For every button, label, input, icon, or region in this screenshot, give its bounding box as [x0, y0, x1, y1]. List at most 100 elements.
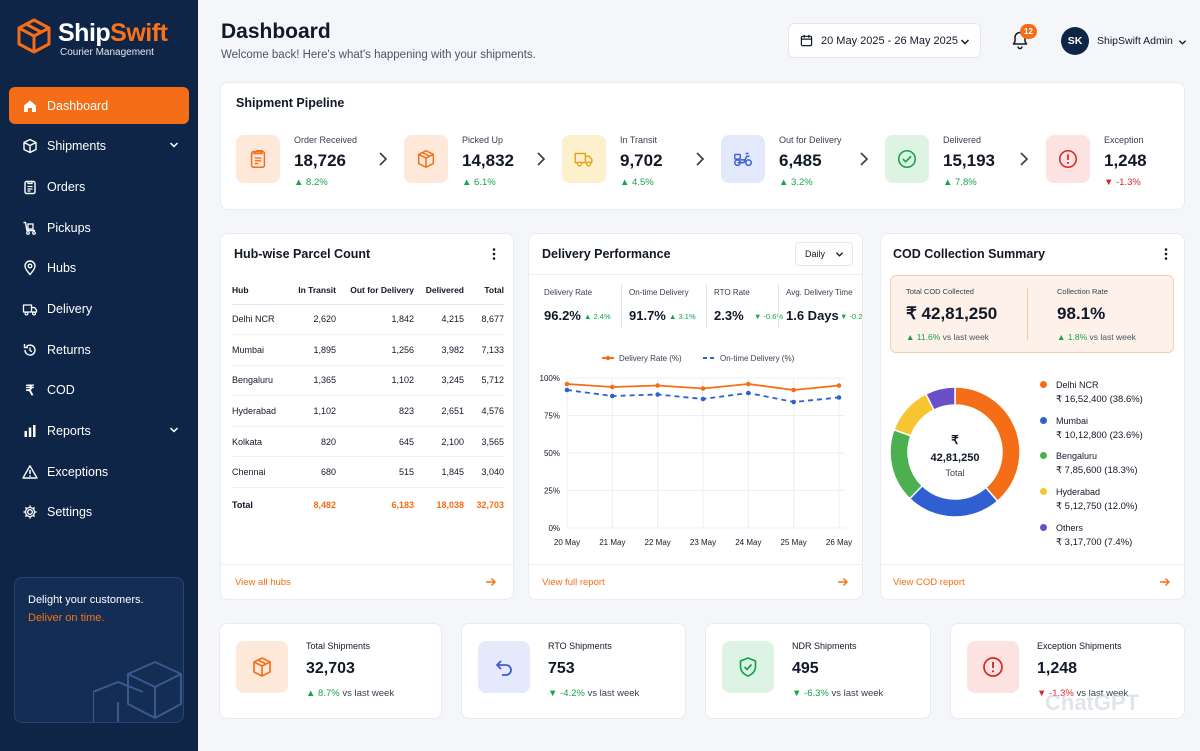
- box-icon: [21, 137, 39, 155]
- table-row[interactable]: Delhi NCR 2,620 1,842 4,215 8,677: [232, 304, 504, 336]
- table-cell: 1,365: [288, 365, 336, 397]
- pipeline-stage-change: ▲ 7.8%: [943, 177, 977, 188]
- chevron-right-icon: [537, 152, 546, 166]
- stat-icon-tile: [722, 641, 774, 693]
- stat-change-suffix: vs last week: [1076, 688, 1129, 699]
- chevron-down-icon[interactable]: [169, 425, 179, 435]
- table-cell: 680: [288, 456, 336, 489]
- pipeline-stage-value: 15,193: [943, 151, 995, 170]
- table-row[interactable]: Mumbai 1,895 1,256 3,982 7,133: [232, 334, 504, 366]
- delivery-performance-card: [528, 233, 863, 600]
- sidebar-item-label: Orders: [47, 179, 86, 194]
- gear-icon: [21, 503, 39, 521]
- column-header[interactable]: Hub: [232, 276, 288, 305]
- bar-chart-icon: [21, 422, 39, 440]
- data-point: [610, 384, 615, 390]
- brand-subtitle: Courier Management: [60, 47, 154, 58]
- stat-label: Total Shipments: [306, 641, 371, 651]
- column-header[interactable]: Total: [464, 276, 504, 305]
- sidebar-item-orders[interactable]: Orders: [9, 168, 189, 205]
- sidebar-item-reports[interactable]: Reports: [9, 413, 189, 450]
- data-point: [655, 392, 660, 397]
- table-cell: 8,677: [464, 304, 504, 336]
- donut-slice[interactable]: [954, 386, 1021, 503]
- cod-total-change: ▲ 11.6% vs last week: [906, 332, 989, 342]
- sidebar-item-label: Exceptions: [47, 464, 109, 479]
- pipeline-stage-icon: [562, 135, 606, 183]
- metric-value: 1.6 Days: [786, 308, 839, 323]
- date-range-picker[interactable]: 20 May 2025 - 26 May 2025: [788, 23, 981, 58]
- donut-slice[interactable]: [908, 484, 999, 518]
- table-row[interactable]: Hyderabad 1,102 823 2,651 4,576: [232, 395, 504, 427]
- sidebar-item-returns[interactable]: Returns: [9, 331, 189, 368]
- sidebar-item-hubs[interactable]: Hubs: [9, 250, 189, 287]
- card-divider: [881, 564, 1184, 565]
- arrow-right-icon[interactable]: [485, 577, 497, 587]
- stat-change-value: -6.3%: [804, 688, 829, 699]
- sidebar-item-cod[interactable]: ₹ COD: [9, 372, 189, 409]
- boxes-illustration-icon: [93, 661, 182, 722]
- clipboard-icon: [247, 148, 269, 170]
- brand-name: ShipSwift: [58, 18, 168, 48]
- table-row[interactable]: Kolkata 820 645 2,100 3,565: [232, 426, 504, 458]
- more-options-icon[interactable]: [488, 247, 500, 261]
- sidebar-item-pickups[interactable]: Pickups: [9, 209, 189, 246]
- cod-rate-change-suffix: vs last week: [1089, 332, 1136, 342]
- column-header[interactable]: In Transit: [288, 276, 336, 305]
- alert-circle-icon: [1057, 148, 1079, 170]
- table-cell: 645: [336, 426, 414, 458]
- box-icon: [415, 148, 437, 170]
- cod-rate-change-value: 1.8%: [1067, 332, 1088, 342]
- brand[interactable]: ShipSwift Courier Management: [16, 18, 168, 58]
- table-total-cell: Total: [232, 499, 253, 510]
- sidebar-item-dashboard[interactable]: Dashboard: [9, 87, 189, 124]
- column-header[interactable]: Out for Delivery: [336, 276, 414, 305]
- arrow-right-icon[interactable]: [837, 577, 849, 587]
- user-name[interactable]: ShipSwift Admin: [1097, 35, 1173, 47]
- table-row[interactable]: Chennai 680 515 1,845 3,040: [232, 456, 504, 489]
- period-select[interactable]: Daily: [795, 242, 853, 266]
- table-cell: 4,576: [464, 395, 504, 427]
- chevron-right-icon: [696, 152, 705, 166]
- legend-label: Delivery Rate (%): [619, 354, 682, 363]
- sidebar-item-delivery[interactable]: Delivery: [9, 290, 189, 327]
- avatar[interactable]: SK: [1061, 27, 1089, 55]
- sidebar-item-shipments[interactable]: Shipments: [9, 128, 189, 165]
- stat-label: Exception Shipments: [1037, 641, 1122, 651]
- calendar-icon: [800, 34, 813, 47]
- view-all-hubs-link[interactable]: View all hubs: [235, 577, 291, 588]
- scooter-icon: [732, 148, 754, 170]
- table-row[interactable]: Bengaluru 1,365 1,102 3,245 5,712: [232, 365, 504, 397]
- stat-change: ▲ 8.7% vs last week: [306, 688, 395, 699]
- table-cell: 820: [288, 426, 336, 458]
- table-cell: 7,133: [464, 334, 504, 366]
- data-point: [791, 387, 796, 393]
- chevron-down-icon[interactable]: [169, 140, 179, 150]
- sidebar-item-settings[interactable]: Settings: [9, 494, 189, 531]
- donut-center-value: 42,81,250: [930, 452, 980, 464]
- view-cod-report-link[interactable]: View COD report: [893, 577, 965, 588]
- table-cell: 1,102: [288, 395, 336, 427]
- donut-slice[interactable]: [889, 428, 924, 500]
- data-point: [700, 396, 706, 402]
- view-full-report-link[interactable]: View full report: [542, 577, 605, 588]
- table-cell: 1,842: [336, 304, 414, 336]
- sidebar-item-label: Returns: [47, 342, 91, 357]
- check-circle-icon: [896, 148, 918, 170]
- stat-change-suffix: vs last week: [342, 688, 395, 699]
- legend-name: Others: [1056, 523, 1084, 533]
- donut-center-label: Total: [945, 468, 965, 478]
- donut-slice[interactable]: [892, 392, 935, 437]
- sidebar-item-exceptions[interactable]: Exceptions: [9, 453, 189, 490]
- arrow-right-icon[interactable]: [1159, 577, 1171, 587]
- chevron-down-icon[interactable]: [1178, 38, 1187, 47]
- more-options-icon[interactable]: [1160, 247, 1172, 261]
- data-point: [564, 387, 570, 393]
- warning-icon: [21, 463, 39, 481]
- donut-slice[interactable]: [924, 386, 956, 412]
- metric-label: Delivery Rate: [544, 288, 593, 297]
- cod-total-value: ₹ 42,81,250: [906, 304, 998, 323]
- cod-card-title: COD Collection Summary: [893, 247, 1046, 261]
- column-header[interactable]: Delivered: [414, 276, 464, 305]
- brand-name-part2: Swift: [110, 19, 168, 47]
